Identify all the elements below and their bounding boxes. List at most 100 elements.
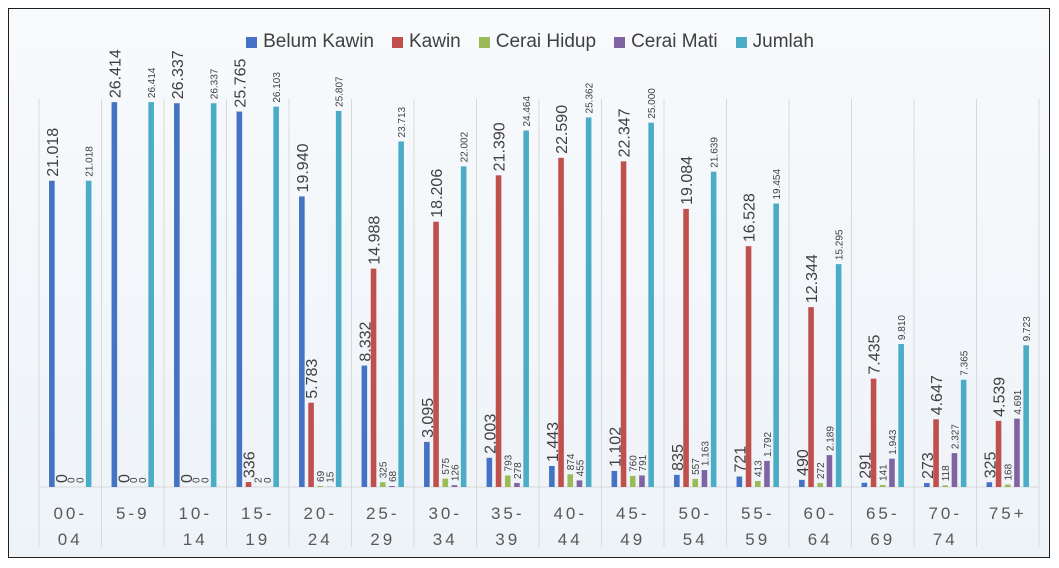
x-tick-label: 55-: [741, 504, 775, 523]
x-tick-label: 44: [558, 530, 583, 549]
data-label: 3.095: [420, 398, 437, 438]
bar-cerai-hidup: [879, 484, 886, 487]
data-label: 0: [191, 477, 202, 483]
data-label: 25.362: [585, 82, 596, 113]
bar-cerai-hidup: [942, 485, 949, 487]
bar-cerai-mati: [826, 455, 833, 487]
bar-jumlah: [85, 180, 92, 487]
bar-cerai-mati: [701, 470, 708, 487]
data-label: 4.539: [992, 377, 1009, 417]
bar-belum-kawin: [299, 196, 305, 487]
bar-jumlah: [210, 103, 217, 487]
bar-jumlah: [335, 110, 342, 487]
data-label: 22.347: [617, 108, 634, 157]
bar-cerai-hidup: [817, 483, 824, 487]
data-label: 16.528: [742, 193, 759, 242]
bar-belum-kawin: [361, 365, 368, 487]
bar-cerai-hidup: [692, 478, 699, 487]
bar-cerai-hidup: [379, 482, 386, 487]
bar-cerai-mati: [639, 475, 645, 487]
data-label: 0: [66, 477, 77, 483]
data-label: 4.691: [1013, 389, 1024, 414]
data-label: 793: [504, 454, 515, 471]
bar-kawin: [245, 482, 252, 487]
data-label: 9.723: [1022, 316, 1033, 341]
x-tick-label: 70-: [928, 504, 962, 523]
data-label: 14.988: [367, 216, 384, 265]
legend-item: Belum Kawin: [246, 31, 374, 53]
data-label: 19.454: [772, 169, 783, 200]
data-label: 1.163: [700, 441, 711, 466]
bar-kawin: [995, 420, 1002, 487]
data-label: 0: [75, 477, 86, 483]
data-label: 0: [179, 474, 196, 483]
bar-cerai-hidup: [504, 475, 511, 487]
x-tick-label: 20-: [303, 504, 337, 523]
bar-jumlah: [1023, 345, 1029, 487]
chart-frame: Belum Kawin Kawin Cerai Hidup Cerai Mati Jum…: [8, 8, 1050, 558]
x-tick-label: 75+: [989, 504, 1027, 523]
x-tick-label: 24: [308, 530, 333, 549]
bar-cerai-hidup: [1004, 484, 1011, 487]
data-label: 25.000: [647, 88, 658, 119]
x-tick-label: 29: [370, 530, 395, 549]
data-label: 325: [379, 461, 390, 478]
x-tick-label: 54: [683, 530, 708, 549]
data-label: 23.713: [397, 106, 408, 137]
x-tick-label: 74: [933, 530, 958, 549]
x-tick-label: 10-: [178, 504, 212, 523]
bar-belum-kawin: [736, 476, 743, 487]
bar-jumlah: [898, 344, 904, 487]
x-tick-label: 39: [495, 530, 520, 549]
legend-item: Cerai Mati: [614, 31, 718, 53]
legend-swatch: [478, 36, 490, 48]
data-label: 2.327: [950, 424, 961, 449]
bar-cerai-mati: [1014, 418, 1020, 487]
bar-kawin: [495, 175, 502, 487]
data-label: 26.414: [107, 49, 124, 98]
legend-label: Cerai Hidup: [495, 31, 597, 52]
data-label: 25.807: [335, 76, 346, 107]
legend-swatch: [735, 36, 747, 48]
bar-jumlah: [648, 122, 654, 487]
bar-jumlah: [585, 117, 592, 488]
data-label: 26.337: [210, 68, 221, 99]
bar-cerai-hidup: [442, 478, 449, 487]
data-label: 68: [388, 470, 399, 482]
x-tick-label: 65-: [866, 504, 900, 523]
bar-kawin: [933, 419, 939, 487]
data-label: 455: [575, 459, 586, 476]
legend-item: Jumlah: [735, 31, 814, 53]
legend-swatch: [391, 36, 403, 48]
bar-cerai-hidup: [567, 474, 574, 487]
bar-jumlah: [710, 171, 717, 488]
data-label: 19.084: [679, 156, 696, 205]
legend-label: Jumlah: [752, 31, 814, 52]
bar-belum-kawin: [986, 482, 993, 487]
bar-belum-kawin: [799, 479, 805, 487]
data-label: 69: [316, 470, 327, 482]
data-label: 22.590: [554, 105, 571, 154]
data-label: 21.018: [85, 146, 96, 177]
data-label: 1.943: [888, 429, 899, 454]
legend-label: Cerai Mati: [631, 31, 718, 52]
bar-jumlah: [960, 379, 967, 487]
bar-cerai-mati: [576, 480, 583, 487]
data-label: 278: [513, 462, 524, 479]
x-tick-label: 69: [870, 530, 895, 549]
data-label: 7.435: [867, 335, 884, 375]
data-label: 2.189: [825, 426, 836, 451]
x-tick-label: 35-: [491, 504, 525, 523]
bar-cerai-mati: [951, 453, 958, 487]
data-label: 26.414: [147, 67, 158, 98]
x-tick-label: 34: [433, 530, 458, 549]
bar-cerai-mati: [451, 485, 458, 487]
bar-belum-kawin: [424, 441, 430, 487]
data-label: 490: [795, 449, 812, 476]
data-label: 874: [566, 453, 577, 470]
bar-kawin: [308, 402, 314, 487]
bar-belum-kawin: [549, 465, 555, 487]
bar-belum-kawin: [111, 102, 118, 487]
bar-kawin: [433, 221, 439, 487]
bar-belum-kawin: [924, 483, 930, 487]
